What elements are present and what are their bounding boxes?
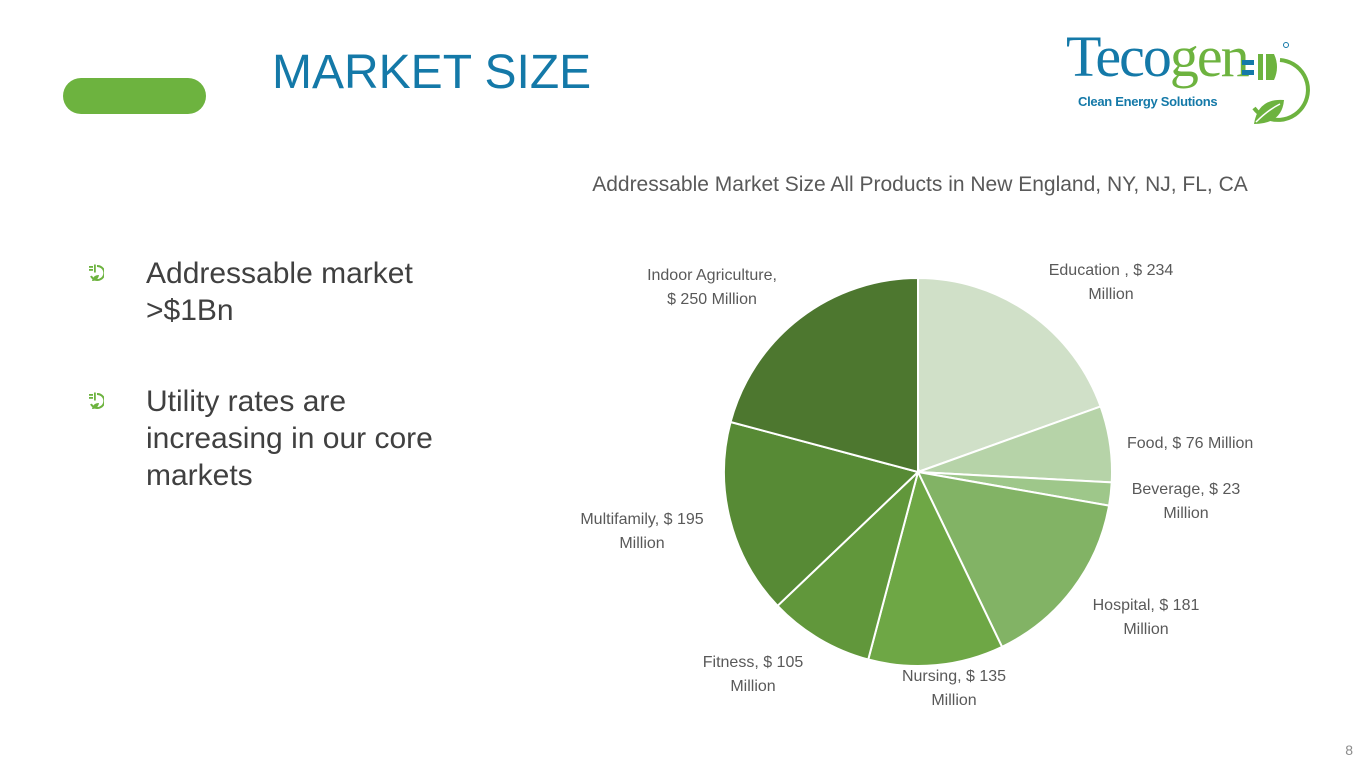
tecogen-logo: Tecogen Clean Energy Solutions <box>1062 24 1312 130</box>
pie-slice-indoor-agriculture <box>729 276 919 474</box>
pie-slice-education <box>917 276 1102 474</box>
data-label-education: Education , $ 234 Million <box>1049 262 1174 303</box>
pie-slice-multifamily <box>723 420 920 608</box>
data-label-multifamily: Multifamily, $ 195 Million <box>580 511 703 552</box>
slide-title: MARKET SIZE <box>272 46 592 99</box>
data-label-line: Fitness, $ 105 <box>703 654 804 671</box>
data-label-line: Nursing, $ 135 <box>902 668 1006 685</box>
bullet-list: Addressable market >$1Bn Utility rates a… <box>88 255 468 548</box>
data-label-indoor-agriculture: Indoor Agriculture, $ 250 Million <box>647 267 777 308</box>
pie-slice-nursing <box>867 469 1004 667</box>
bullet-item: Addressable market >$1Bn <box>88 255 468 329</box>
data-label-line: Million <box>619 535 664 552</box>
data-label-hospital: Hospital, $ 181 Million <box>1093 597 1200 638</box>
page-number: 8 <box>1345 742 1353 758</box>
data-label-beverage: Beverage, $ 23 Million <box>1132 481 1241 522</box>
plug-leaf-bullet-icon <box>89 392 104 409</box>
accent-bar <box>63 78 206 114</box>
data-label-line: Beverage, $ 23 <box>1132 481 1241 498</box>
logo-wordmark: Tecogen <box>1066 22 1250 92</box>
bullet-text: Utility rates are increasing in our core… <box>146 385 433 492</box>
data-label-food: Food, $ 76 Million <box>1127 435 1253 452</box>
data-label-line: Hospital, $ 181 <box>1093 597 1200 614</box>
data-label-line: Multifamily, $ 195 <box>580 511 703 528</box>
pie-slice-fitness <box>776 468 920 661</box>
data-label-line: Food, $ 76 Million <box>1127 435 1253 452</box>
data-label-fitness: Fitness, $ 105 Million <box>703 654 804 695</box>
chart-title: Addressable Market Size All Products in … <box>592 173 1248 196</box>
data-label-line: Million <box>1123 621 1168 638</box>
data-label-line: $ 250 Million <box>667 291 757 308</box>
data-label-line: Million <box>730 678 775 695</box>
data-label-line: Million <box>931 692 976 709</box>
plug-leaf-icon <box>1242 42 1310 124</box>
data-label-line: Million <box>1088 286 1133 303</box>
logo-word-gen: gen <box>1169 24 1250 89</box>
data-label-line: Million <box>1163 505 1208 522</box>
plug-leaf-bullet-icon <box>89 264 104 281</box>
pie-slice-hospital <box>916 470 1111 649</box>
logo-tagline: Clean Energy Solutions <box>1078 94 1218 109</box>
bullet-item: Utility rates are increasing in our core… <box>88 383 468 494</box>
logo-word-teco: Teco <box>1066 24 1172 89</box>
bullet-text: Addressable market >$1Bn <box>146 257 413 327</box>
data-label-line: Indoor Agriculture, <box>647 267 777 284</box>
data-label-line: Education , $ 234 <box>1049 262 1174 279</box>
data-label-nursing: Nursing, $ 135 Million <box>902 668 1006 709</box>
